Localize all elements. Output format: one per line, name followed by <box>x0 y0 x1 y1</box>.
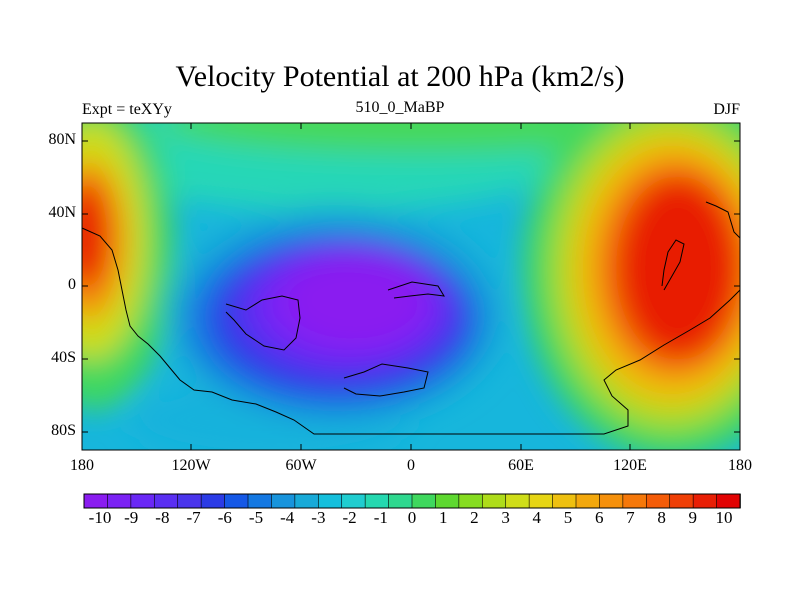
colorbar-label: 4 <box>532 508 542 527</box>
colorbar-swatch <box>294 493 320 509</box>
colorbar-swatch <box>435 493 460 509</box>
colorbar-swatch <box>341 493 366 509</box>
y-tick-label: 0 <box>68 276 76 293</box>
colorbar-label: 10 <box>715 508 733 527</box>
colorbar-swatch <box>271 493 296 509</box>
coastline <box>81 201 741 435</box>
experiment-label: Expt = teXYy <box>82 101 172 118</box>
colorbar-label: 8 <box>657 508 666 527</box>
tick-marks <box>82 123 740 450</box>
colorbar-label: 7 <box>626 508 635 527</box>
colorbar-swatch <box>552 493 577 509</box>
colorbar-label: 9 <box>688 508 698 527</box>
colorbar-swatch <box>200 493 226 509</box>
x-tick-label: 120W <box>171 457 211 474</box>
colorbar-label: -4 <box>280 508 295 527</box>
colorbar-swatch <box>528 493 554 509</box>
colorbar-swatch <box>622 493 648 509</box>
colorbar-swatch <box>224 493 249 509</box>
colorbar-swatch <box>153 493 179 509</box>
colorbar-swatch <box>505 493 530 509</box>
colorbar-swatch <box>411 493 437 509</box>
colorbar-swatch <box>364 493 390 509</box>
colorbar-swatch <box>716 493 741 509</box>
x-tick-label: 120E <box>613 457 647 474</box>
colorbar-label: -6 <box>217 508 232 527</box>
colorbar-label: -5 <box>248 508 264 527</box>
colorbar-label: 0 <box>407 508 417 527</box>
colorbar-label: -1 <box>373 508 388 527</box>
colorbar-label: 5 <box>563 508 573 527</box>
colorbar-swatch <box>599 493 624 509</box>
colorbar-swatch <box>177 493 202 509</box>
colorbar-label: -7 <box>186 508 201 527</box>
colorbar-swatch <box>458 493 484 509</box>
x-tick-label: 180 <box>70 457 94 474</box>
y-tick-label: 80N <box>48 131 76 148</box>
colorbar <box>83 493 741 509</box>
colorbar-label: -8 <box>155 508 170 527</box>
x-tick-label: 180 <box>728 457 752 474</box>
colorbar-label: 2 <box>470 508 479 527</box>
colorbar-swatch <box>645 493 671 509</box>
colorbar-swatch <box>575 493 601 509</box>
x-tick-label: 0 <box>407 457 415 474</box>
colorbar-swatch <box>692 493 718 509</box>
colorbar-label: -3 <box>311 508 326 527</box>
colorbar-swatch <box>669 493 694 509</box>
colorbar-label: 3 <box>501 508 510 527</box>
page-title: Velocity Potential at 200 hPa (km2/s) <box>175 60 625 93</box>
colorbar-swatch <box>481 493 507 509</box>
run-label: 510_0_MaBP <box>355 99 445 116</box>
y-tick-label: 40N <box>48 204 76 221</box>
x-tick-label: 60W <box>285 457 317 474</box>
colorbar-swatch <box>83 493 109 509</box>
colorbar-label: -10 <box>88 508 112 527</box>
colorbar-swatch <box>388 493 413 509</box>
colorbar-swatch <box>107 493 132 509</box>
colorbar-swatch <box>130 493 156 509</box>
y-tick-label: 80S <box>51 422 76 439</box>
x-tick-label: 60E <box>508 457 534 474</box>
colorbar-swatch <box>247 493 273 509</box>
colorbar-label: -2 <box>342 508 357 527</box>
y-tick-label: 40S <box>51 349 76 366</box>
colorbar-label: -9 <box>124 508 139 527</box>
season-label: DJF <box>713 101 740 118</box>
colorbar-swatch <box>317 493 343 509</box>
colorbar-label: 6 <box>594 508 604 527</box>
colorbar-label: 1 <box>438 508 448 527</box>
